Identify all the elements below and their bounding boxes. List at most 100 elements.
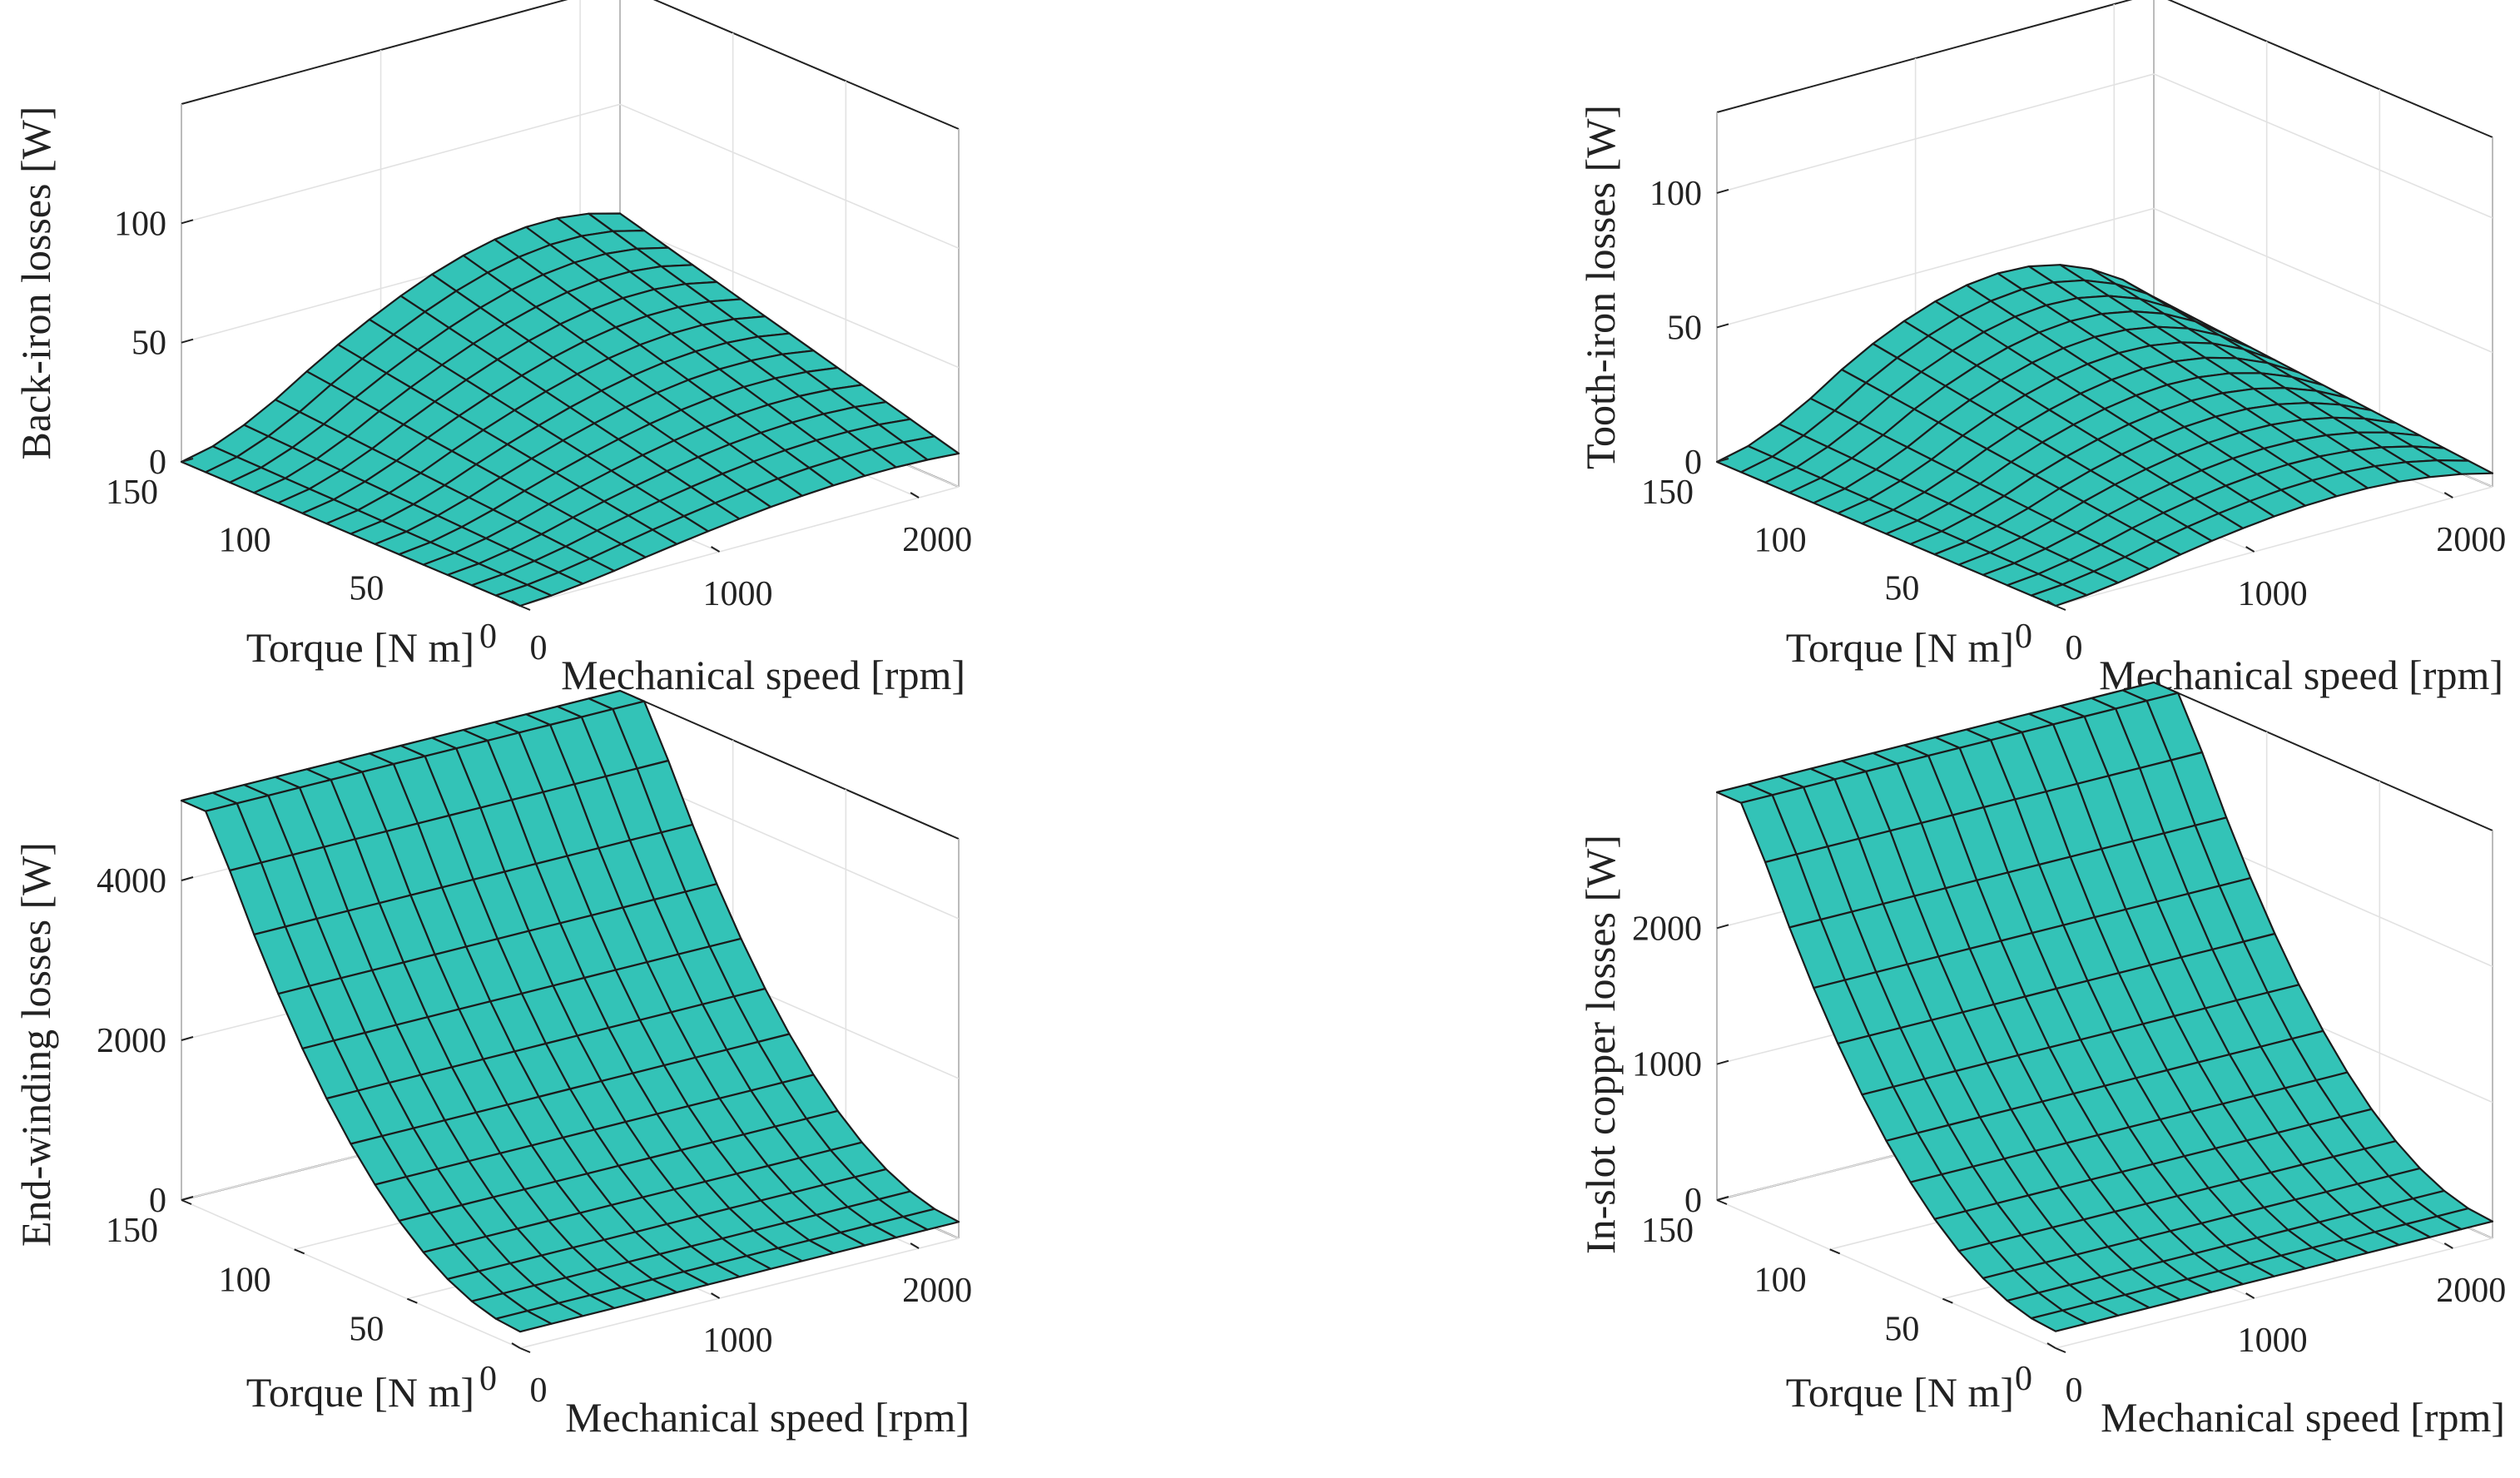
top-edge-right [2153,682,2493,831]
y-tick [2055,605,2066,611]
x-tick [2245,546,2255,553]
y-tick [294,508,305,515]
surface [180,689,960,1333]
top-edge-right [2167,0,2493,138]
x-tick-label: 2000 [902,521,972,559]
x-axis-label: Mechanical speed [rpm] [561,652,965,698]
x-tick [711,1292,721,1299]
grid-z-right-wall [619,222,960,369]
x-tick-label: 1000 [703,575,773,613]
y-tick [1942,1297,1953,1304]
y-tick [519,605,531,611]
y-tick-label: 100 [1754,522,1807,560]
z-tick-label: 50 [1667,309,1702,347]
x-tick [2443,492,2453,498]
x-tick [2046,1342,2056,1349]
grid-y-floor [2055,486,2493,607]
x-tick [910,1242,920,1249]
surface-patch [2030,1309,2088,1332]
top-edge-right [652,0,960,130]
x-tick-label: 0 [530,1371,548,1410]
z-tick [181,458,194,463]
x-tick-label: 2000 [2436,521,2506,559]
y-tick-label: 0 [479,617,497,656]
y-axis-label: Torque [N m] [246,624,474,671]
grid-y-floor [519,1237,960,1349]
y-tick-label: 0 [479,1360,497,1398]
y-tick [2055,1347,2066,1353]
z-tick-label: 0 [149,444,166,482]
y-tick-label: 0 [2015,1360,2032,1398]
x-tick [511,1342,521,1349]
y-tick-label: 100 [219,522,271,560]
y-tick-label: 50 [1884,1311,1919,1349]
z-tick [181,1036,194,1041]
y-tick-label: 50 [349,1311,384,1349]
y-tick [1716,1199,1728,1205]
y-tick-label: 150 [106,1212,158,1250]
grid-z-right-wall [2153,73,2493,219]
x-tick-label: 1000 [2238,1322,2308,1360]
grid-z-right-wall [619,103,960,250]
grid-z-right-wall [2153,207,2493,354]
top-edge-left [1716,0,2133,113]
y-tick-label: 150 [1641,1212,1694,1250]
z-tick [181,1196,194,1201]
grid-x-floor [181,1199,521,1349]
y-axis-label: Torque [N m] [1786,1369,2014,1416]
z-tick-label: 100 [1649,175,1702,213]
surface-patch [2030,583,2088,608]
z-tick [181,338,194,344]
y-axis-label: Torque [N m] [246,1369,474,1416]
z-tick [181,219,194,225]
grid-x-floor [1716,1199,2056,1349]
x-axis-label: Mechanical speed [rpm] [565,1394,970,1441]
x-axis-label: Mechanical speed [rpm] [2101,1394,2505,1441]
z-axis-label: Tooth-iron losses [W] [1577,105,1624,469]
grid-y-floor [2055,1237,2493,1349]
y-tick-label: 0 [2015,617,2032,656]
z-tick-label: 0 [1684,1182,1702,1220]
z-axis-label: End-winding losses [W] [12,842,59,1247]
z-tick [1716,924,1729,930]
grid-z-left-wall [1716,207,2155,329]
y-tick-label: 150 [106,474,158,512]
surface [1715,681,2494,1332]
z-tick [1716,323,1729,329]
x-tick [2245,1292,2255,1299]
x-tick [910,492,920,498]
top-edge-left [181,0,568,105]
z-tick-label: 1000 [1632,1046,1702,1084]
z-tick-label: 100 [114,205,166,243]
z-axis-label: In-slot copper losses [W] [1577,835,1624,1254]
surface-patch [494,583,553,608]
top-edge-right [619,690,960,840]
surface-patch [494,1310,553,1333]
x-tick-label: 0 [2066,1371,2083,1410]
z-axis-label: Back-iron losses [W] [12,107,59,460]
grid-z-left-wall [181,103,621,225]
x-tick [711,546,721,553]
surface [1715,264,2494,608]
z-tick [181,876,194,881]
grid-y-floor [519,486,960,607]
y-tick [1942,557,1953,563]
y-tick-label: 50 [349,569,384,608]
y-tick [1716,461,1728,467]
z-tick-label: 4000 [97,862,166,900]
grid-z-left-wall [1716,73,2155,194]
y-tick [181,461,192,467]
x-tick [2443,1242,2453,1249]
x-tick-label: 1000 [2238,575,2308,613]
x-tick-label: 2000 [902,1272,972,1310]
y-tick-label: 50 [1884,569,1919,608]
